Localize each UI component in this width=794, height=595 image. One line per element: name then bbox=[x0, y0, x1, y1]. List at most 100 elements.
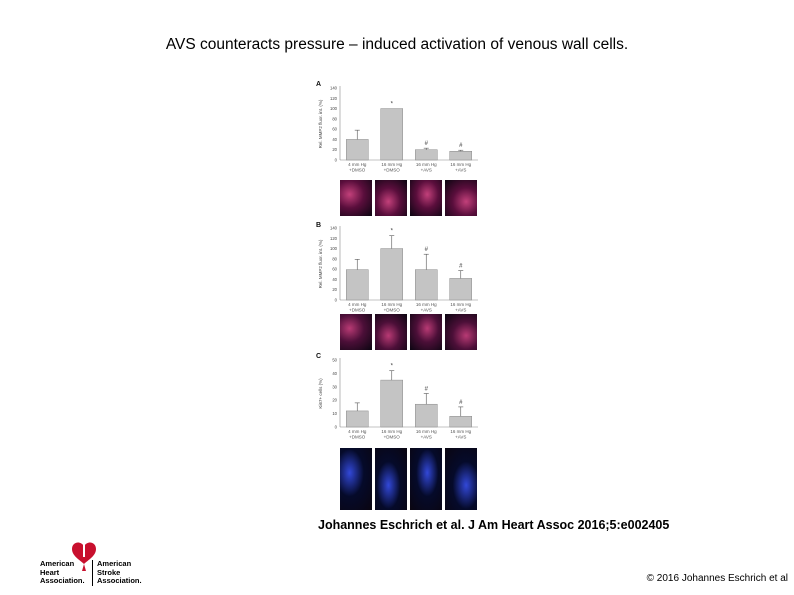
panel-letter: C bbox=[316, 353, 321, 360]
bar bbox=[449, 151, 472, 161]
logo-heart-text: American Heart Association. bbox=[40, 559, 85, 586]
y-tick-label: 40 bbox=[332, 277, 337, 282]
y-tick-label: 40 bbox=[332, 371, 337, 376]
bar bbox=[346, 139, 369, 161]
x-category-label: 4 mm Hg bbox=[348, 302, 367, 307]
micrograph-row-b bbox=[340, 314, 480, 350]
bar-chart-a: A Rel. MMP2 fluor. int. (%) 0 20 40 60 80 100 12… bbox=[316, 81, 478, 173]
x-category-label: +DMSO bbox=[384, 168, 401, 173]
micrograph-image bbox=[340, 314, 372, 350]
x-category-label: +AVS bbox=[421, 435, 432, 440]
x-category-label: 16 mm Hg bbox=[381, 429, 402, 434]
x-category-label: 4 mm Hg bbox=[348, 162, 367, 167]
x-category-label: +DMSO bbox=[384, 308, 401, 313]
y-tick-label: 10 bbox=[332, 411, 337, 416]
logo-line: American bbox=[40, 559, 75, 568]
micrograph-image bbox=[375, 314, 407, 350]
bar bbox=[346, 269, 369, 301]
x-category-label: +DMSO bbox=[349, 308, 366, 313]
x-category-label: 16 mm Hg bbox=[381, 302, 402, 307]
significance-marker: * bbox=[391, 102, 394, 108]
significance-marker: # bbox=[459, 143, 463, 149]
y-tick-label: 140 bbox=[330, 226, 338, 231]
micrograph-row-a bbox=[340, 180, 480, 216]
aha-asa-logo: American Heart Association. American Str… bbox=[36, 540, 146, 586]
y-tick-label: 120 bbox=[330, 236, 338, 241]
x-category-label: +AVS bbox=[455, 308, 466, 313]
logo-line: Stroke bbox=[97, 567, 121, 577]
x-category-label: 16 mm Hg bbox=[416, 162, 437, 167]
micrograph-row-c bbox=[340, 448, 480, 510]
y-tick-label: 80 bbox=[332, 256, 337, 261]
y-tick-label: 30 bbox=[332, 384, 337, 389]
y-tick-label: 100 bbox=[330, 246, 338, 251]
panel-b: B Rel. MMP2 fluor. int. (%) 0 20 40 60 80 100 12… bbox=[314, 219, 480, 318]
logo-line: Association. bbox=[40, 576, 85, 585]
y-tick-label: 60 bbox=[332, 127, 337, 132]
bar bbox=[380, 379, 403, 428]
logo-stroke-text: American Stroke Association. bbox=[92, 559, 142, 586]
y-tick-label: 140 bbox=[330, 86, 338, 91]
y-tick-label: 0 bbox=[335, 158, 338, 163]
significance-marker: * bbox=[391, 364, 394, 370]
y-tick-label: 120 bbox=[330, 96, 338, 101]
bar bbox=[415, 149, 438, 161]
significance-marker: # bbox=[459, 400, 463, 406]
x-category-label: +AVS bbox=[455, 168, 466, 173]
x-category-label: +AVS bbox=[421, 308, 432, 313]
logo-line: Heart bbox=[40, 567, 60, 577]
x-category-label: +DMSO bbox=[349, 435, 366, 440]
y-tick-label: 80 bbox=[332, 116, 337, 121]
micrograph-image bbox=[340, 448, 372, 510]
y-axis-label: Ki67+ cells (%) bbox=[318, 378, 323, 409]
panel-a: A Rel. MMP2 fluor. int. (%) 0 20 40 60 80 100 12… bbox=[314, 78, 480, 176]
significance-marker: # bbox=[425, 247, 429, 253]
significance-marker: # bbox=[425, 141, 429, 147]
x-category-label: +AVS bbox=[455, 435, 466, 440]
micrograph-image bbox=[445, 314, 477, 350]
y-tick-label: 20 bbox=[332, 398, 337, 403]
heart-torch-icon bbox=[72, 542, 96, 571]
y-axis-label: Rel. MMP2 fluor. int. (%) bbox=[318, 239, 323, 288]
bar bbox=[380, 248, 403, 301]
figure: A Rel. MMP2 fluor. int. (%) 0 20 40 60 80 100 12… bbox=[314, 78, 480, 510]
x-category-label: 16 mm Hg bbox=[381, 162, 402, 167]
bar bbox=[449, 416, 472, 428]
x-category-label: 16 mm Hg bbox=[450, 162, 471, 167]
micrograph-image bbox=[340, 180, 372, 216]
significance-marker: # bbox=[459, 264, 463, 270]
x-category-label: 16 mm Hg bbox=[450, 429, 471, 434]
bar bbox=[449, 278, 472, 301]
x-category-label: +DMSO bbox=[349, 168, 366, 173]
y-tick-label: 20 bbox=[332, 147, 337, 152]
copyright: © 2016 Johannes Eschrich et al bbox=[646, 573, 788, 584]
y-tick-label: 20 bbox=[332, 287, 337, 292]
micrograph-image bbox=[445, 180, 477, 216]
micrograph-image bbox=[410, 180, 442, 216]
y-tick-label: 40 bbox=[332, 137, 337, 142]
slide-title: AVS counteracts pressure – induced activ… bbox=[165, 36, 629, 53]
y-tick-label: 0 bbox=[335, 425, 338, 430]
panel-letter: A bbox=[316, 81, 321, 88]
y-axis-label: Rel. MMP2 fluor. int. (%) bbox=[318, 99, 323, 148]
panel-letter: B bbox=[316, 222, 321, 229]
micrograph-image bbox=[410, 314, 442, 350]
x-category-label: 16 mm Hg bbox=[416, 429, 437, 434]
panel-c: C Ki67+ cells (%) 0 10 20 30 40 50 4 mm Hg +DMSO *… bbox=[314, 350, 480, 444]
x-category-label: 16 mm Hg bbox=[450, 302, 471, 307]
bar bbox=[380, 108, 403, 161]
y-tick-label: 50 bbox=[332, 358, 337, 363]
x-category-label: +DMSO bbox=[384, 435, 401, 440]
significance-marker: # bbox=[425, 387, 429, 393]
y-tick-label: 100 bbox=[330, 106, 338, 111]
micrograph-image bbox=[375, 448, 407, 510]
logo-line: Association. bbox=[97, 576, 142, 585]
citation: Johannes Eschrich et al. J Am Heart Asso… bbox=[318, 518, 670, 532]
x-category-label: +AVS bbox=[421, 168, 432, 173]
x-category-label: 4 mm Hg bbox=[348, 429, 367, 434]
micrograph-image bbox=[410, 448, 442, 510]
bar bbox=[346, 410, 369, 428]
x-category-label: 16 mm Hg bbox=[416, 302, 437, 307]
micrograph-image bbox=[445, 448, 477, 510]
